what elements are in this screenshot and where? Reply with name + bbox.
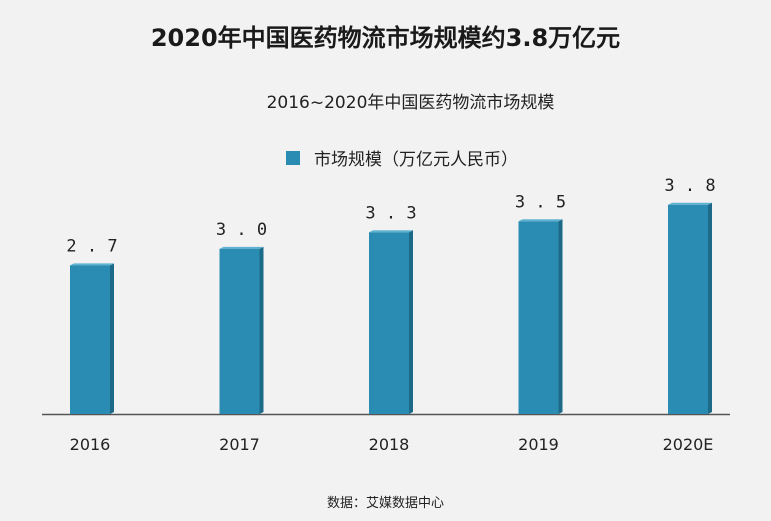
source-note: 数据：艾媒数据中心 bbox=[326, 496, 444, 511]
chart-title: 2020年中国医药物流市场规模约3.8万亿元 bbox=[150, 24, 621, 52]
bar bbox=[219, 248, 260, 414]
bar-top bbox=[70, 263, 114, 266]
x-tick-label: 2020E bbox=[663, 435, 714, 454]
value-label: 3 . 5 bbox=[515, 192, 566, 212]
bar-side bbox=[708, 202, 712, 414]
x-tick-label: 2018 bbox=[369, 435, 410, 454]
bar bbox=[668, 204, 708, 414]
x-tick-label: 2017 bbox=[219, 435, 260, 454]
bar-side bbox=[259, 246, 264, 414]
bar-top bbox=[369, 230, 413, 233]
bar bbox=[70, 265, 110, 414]
value-label: 2 . 7 bbox=[66, 236, 117, 256]
value-label: 3 . 8 bbox=[664, 176, 715, 196]
x-tick-label: 2019 bbox=[518, 435, 559, 454]
value-label: 3 . 0 bbox=[216, 220, 267, 240]
bar bbox=[518, 221, 559, 414]
bar-side bbox=[558, 219, 563, 414]
bar-side bbox=[110, 263, 114, 414]
bar bbox=[369, 232, 409, 414]
bar-side bbox=[409, 230, 413, 414]
legend-label: 市场规模（万亿元人民币） bbox=[314, 150, 518, 170]
legend-swatch bbox=[286, 150, 300, 165]
bar-top bbox=[668, 202, 712, 205]
chart-subtitle: 2016~2020年中国医药物流市场规模 bbox=[266, 93, 555, 113]
legend: 市场规模（万亿元人民币） bbox=[286, 145, 518, 170]
x-tick-label: 2016 bbox=[70, 435, 111, 454]
bar-top bbox=[518, 219, 563, 222]
bars-group: 2 . 7 2016 3 . 0 2017 3 . 3 2018 3 . 5 2019 3 . … bbox=[66, 176, 715, 454]
value-label: 3 . 3 bbox=[365, 203, 416, 223]
bar-top bbox=[219, 246, 264, 249]
